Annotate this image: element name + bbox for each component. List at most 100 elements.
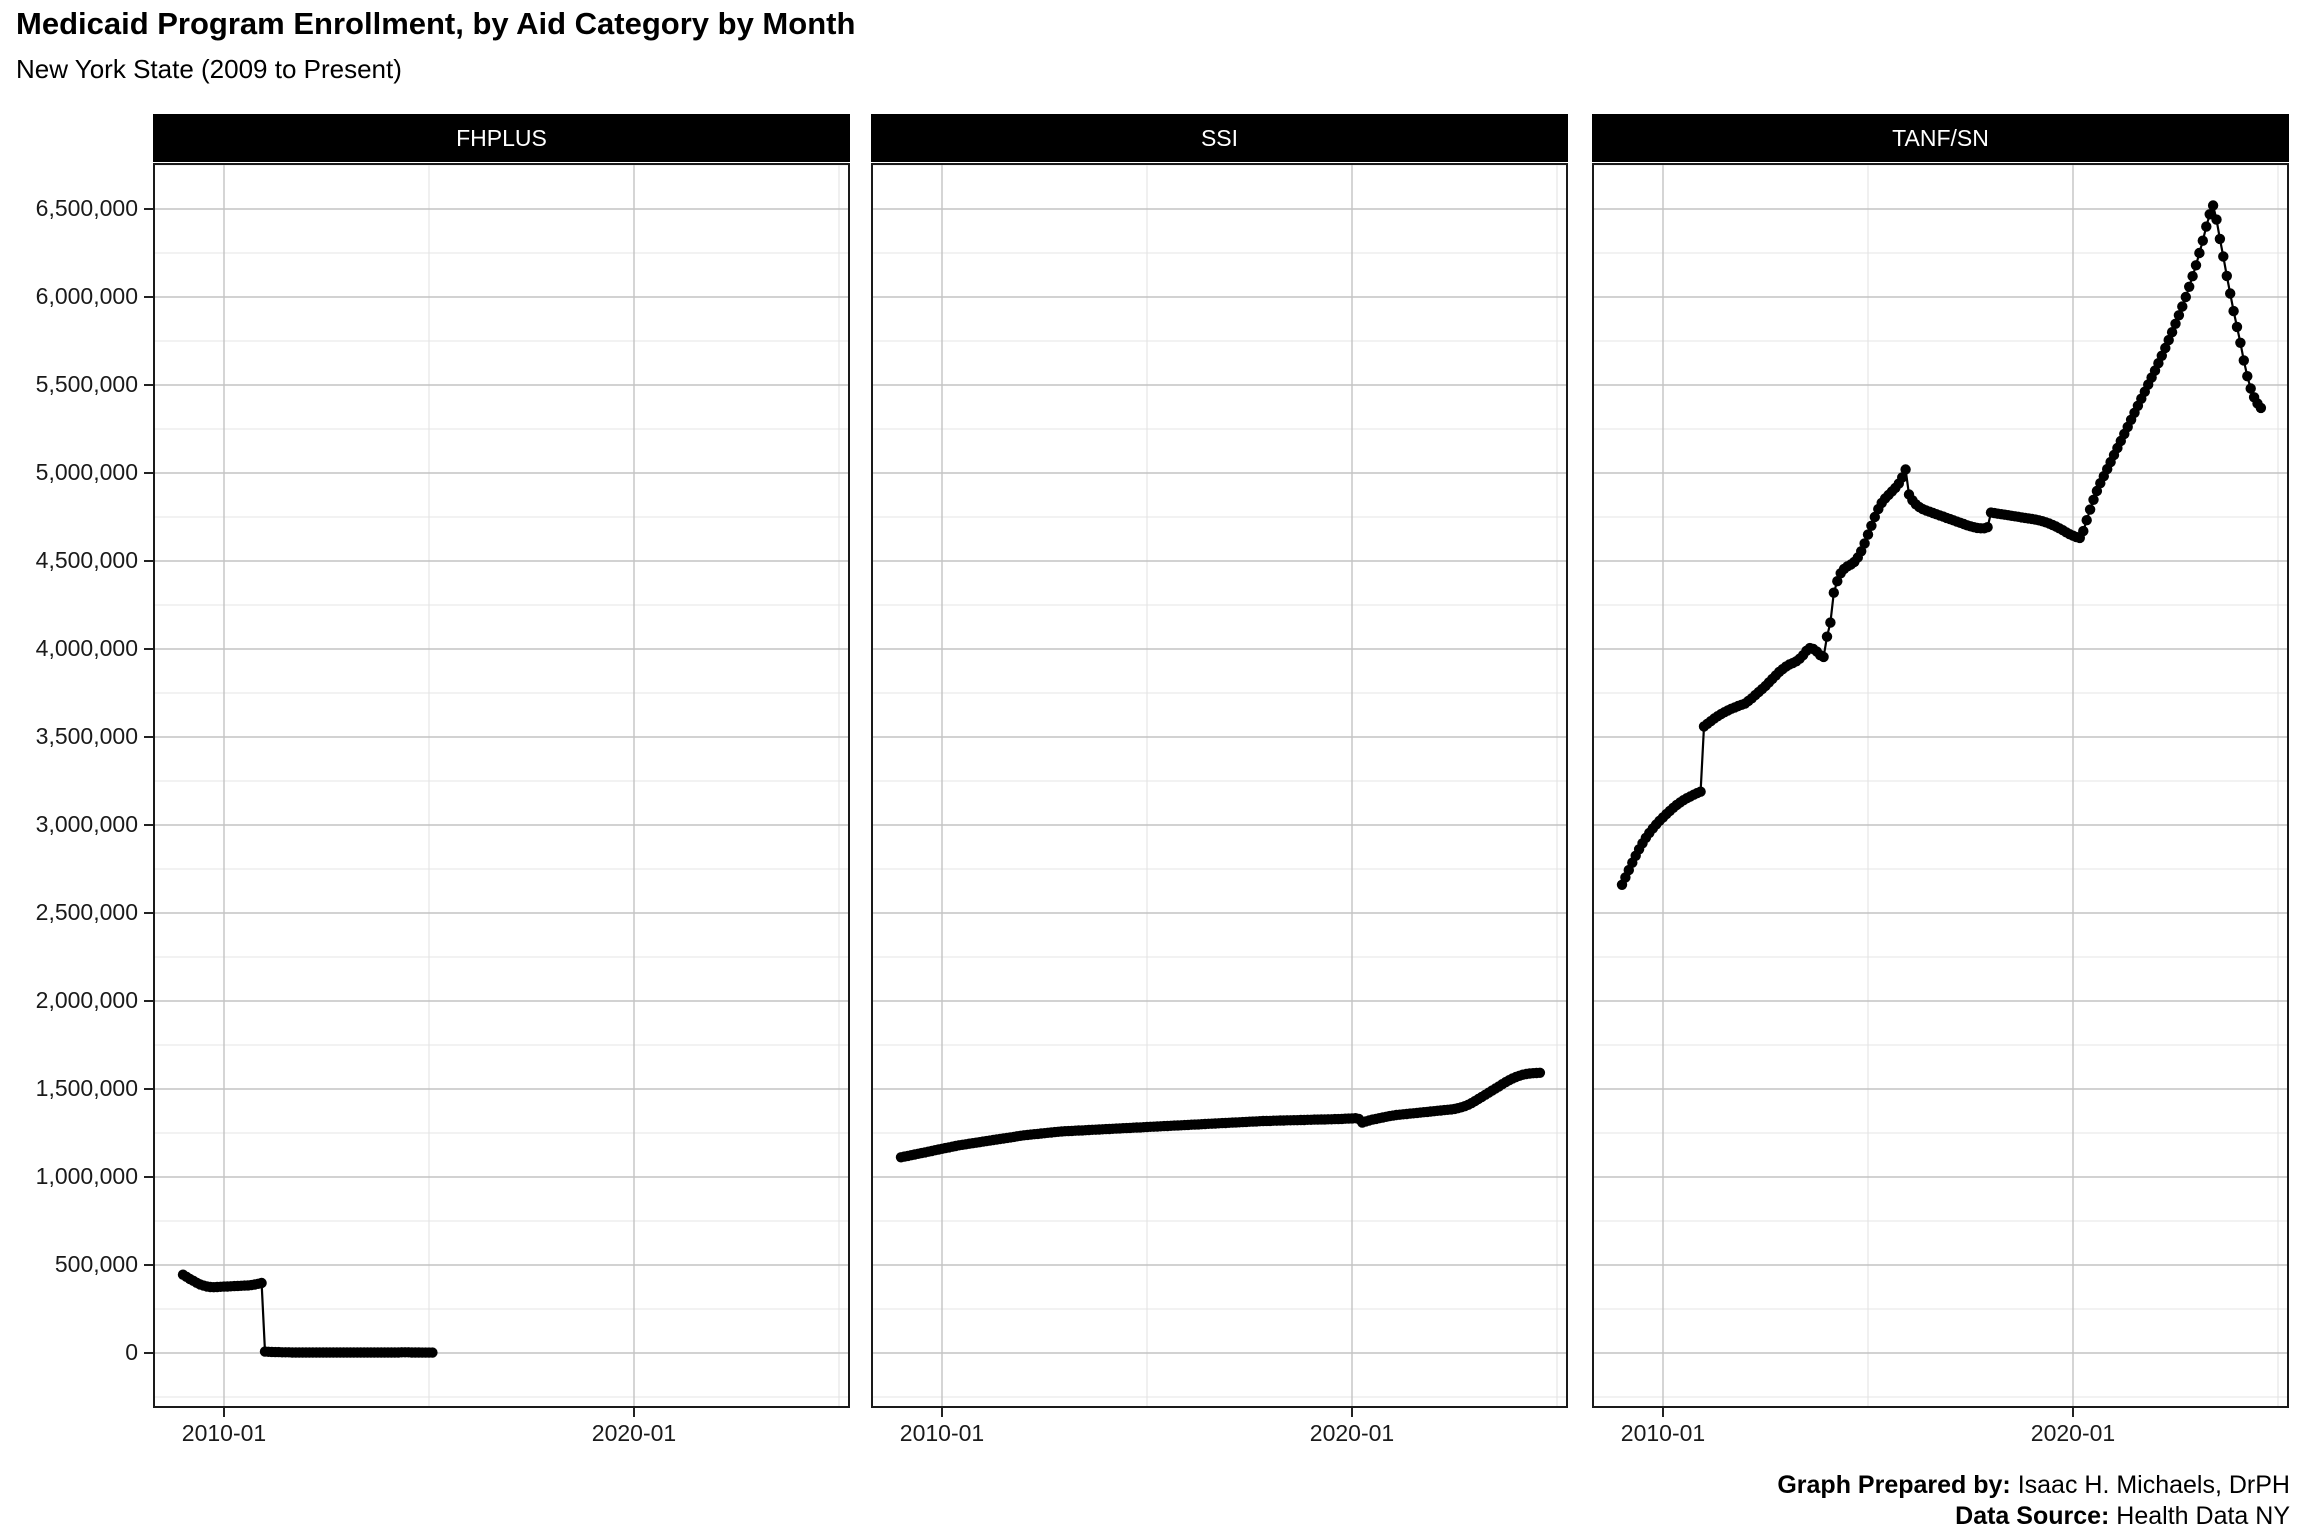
facet-panel-tanf-sn [1592,163,2289,1408]
data-point [2218,251,2229,262]
x-axis-tick-mark [1351,1408,1353,1417]
data-point [1818,651,1829,663]
y-axis-tick-mark [144,1000,153,1002]
caption-line-prepared-by: Graph Prepared by: Isaac H. Michaels, Dr… [1777,1470,2290,1501]
data-point [2163,334,2174,346]
data-point [1534,1067,1546,1078]
data-line-tanf-sn [1621,201,2262,886]
data-point [2190,260,2202,271]
x-axis-tick-mark [633,1408,635,1417]
data-point [2231,321,2243,333]
x-axis-tick-label: 2020-01 [2030,1420,2116,1446]
data-point [2207,200,2219,211]
facet-panel-fhplus [153,163,850,1408]
caption-line-data-source: Data Source: Health Data NY [1777,1501,2290,1532]
data-point [2084,504,2096,515]
y-axis-tick-mark [144,1264,153,1266]
data-point [1862,529,1874,540]
data-point [1859,538,1870,549]
caption: Graph Prepared by: Isaac H. Michaels, Dr… [1777,1470,2290,1532]
caption-prepared-by-label: Graph Prepared by: [1777,1471,2011,1499]
caption-source-value: Health Data NY [2109,1502,2290,1530]
facet-strip-label: FHPLUS [456,124,547,151]
data-point [2245,383,2256,394]
y-axis-tick-label: 4,000,000 [35,635,138,661]
chart-subtitle: New York State (2009 to Present) [16,54,402,84]
x-axis-tick-label: 2010-01 [899,1420,985,1446]
x-axis-tick-label: 2020-01 [1309,1420,1395,1446]
facet-strip-label: TANF/SN [1892,124,1989,151]
y-axis-tick-mark [144,296,153,298]
y-axis-tick-mark [144,736,153,738]
x-axis-tick-mark [2072,1408,2074,1417]
y-axis-tick-mark [144,384,153,386]
data-point [2156,350,2167,361]
data-point [2235,337,2246,348]
y-axis-tick-label: 1,000,000 [35,1163,138,1189]
data-point [2242,371,2253,382]
y-axis-tick-mark [144,472,153,474]
x-axis-tick-mark [941,1408,943,1417]
data-point [2211,214,2222,225]
y-axis-tick-label: 6,500,000 [35,195,138,221]
data-point [2187,271,2198,282]
data-point [2228,305,2239,317]
data-point [1897,472,1908,483]
data-point [2214,233,2226,245]
x-axis-tick-mark [223,1408,225,1417]
data-point [2255,402,2267,414]
data-point [2173,310,2185,321]
data-point [2197,235,2208,246]
caption-prepared-by-value: Isaac H. Michaels, DrPH [2010,1471,2290,1499]
data-point [1900,464,1911,475]
facet-strip-fhplus: FHPLUS [153,114,850,162]
data-point [2177,301,2188,312]
data-point [1821,631,1833,642]
facet-plot-ssi [873,165,1566,1406]
facet-panel-ssi [871,163,1568,1408]
y-axis-tick-mark [144,208,153,210]
y-axis-tick-label: 1,500,000 [35,1075,138,1101]
data-point [2201,221,2212,232]
x-axis-tick-label: 2010-01 [1620,1420,1706,1446]
facet-plot-tanf-sn [1594,165,2287,1406]
data-point [1828,587,1839,598]
x-axis-tick-mark [1662,1408,1664,1417]
y-axis-tick-mark [144,560,153,562]
y-axis-tick-label: 6,000,000 [35,283,138,309]
x-axis-tick-label: 2020-01 [591,1420,677,1446]
data-point [1856,546,1867,557]
data-point [2160,342,2171,354]
y-axis-tick-label: 3,500,000 [35,723,138,749]
data-point [256,1277,267,1289]
data-point [2221,270,2232,282]
y-axis-tick-label: 2,000,000 [35,987,138,1013]
data-point [2088,494,2099,505]
data-point [2184,281,2195,292]
y-axis-tick-label: 3,000,000 [35,811,138,837]
data-point [1832,576,1843,587]
data-point [1866,520,1877,531]
y-axis-tick-mark [144,1088,153,1090]
data-point [1869,511,1880,523]
data-point [1825,617,1836,628]
chart-title: Medicaid Program Enrollment, by Aid Cate… [16,6,856,41]
y-axis-tick-label: 5,000,000 [35,459,138,485]
data-point [427,1347,438,1358]
x-axis-tick-label: 2010-01 [181,1420,267,1446]
data-point [2081,515,2092,526]
y-axis-tick-mark [144,1352,153,1354]
y-axis-tick-label: 2,500,000 [35,899,138,925]
data-point [2180,291,2191,303]
y-axis-tick-mark [144,1176,153,1178]
y-axis-tick-mark [144,912,153,914]
y-axis-tick-label: 4,500,000 [35,547,138,573]
y-axis-tick-label: 500,000 [54,1251,138,1277]
facet-plot-fhplus [155,165,848,1406]
y-axis-tick-mark [144,824,153,826]
y-axis-tick-label: 0 [125,1339,138,1365]
data-point [1695,786,1706,797]
facet-strip-tanf-sn: TANF/SN [1592,114,2289,162]
data-point [2238,355,2249,366]
data-point [2170,318,2181,329]
